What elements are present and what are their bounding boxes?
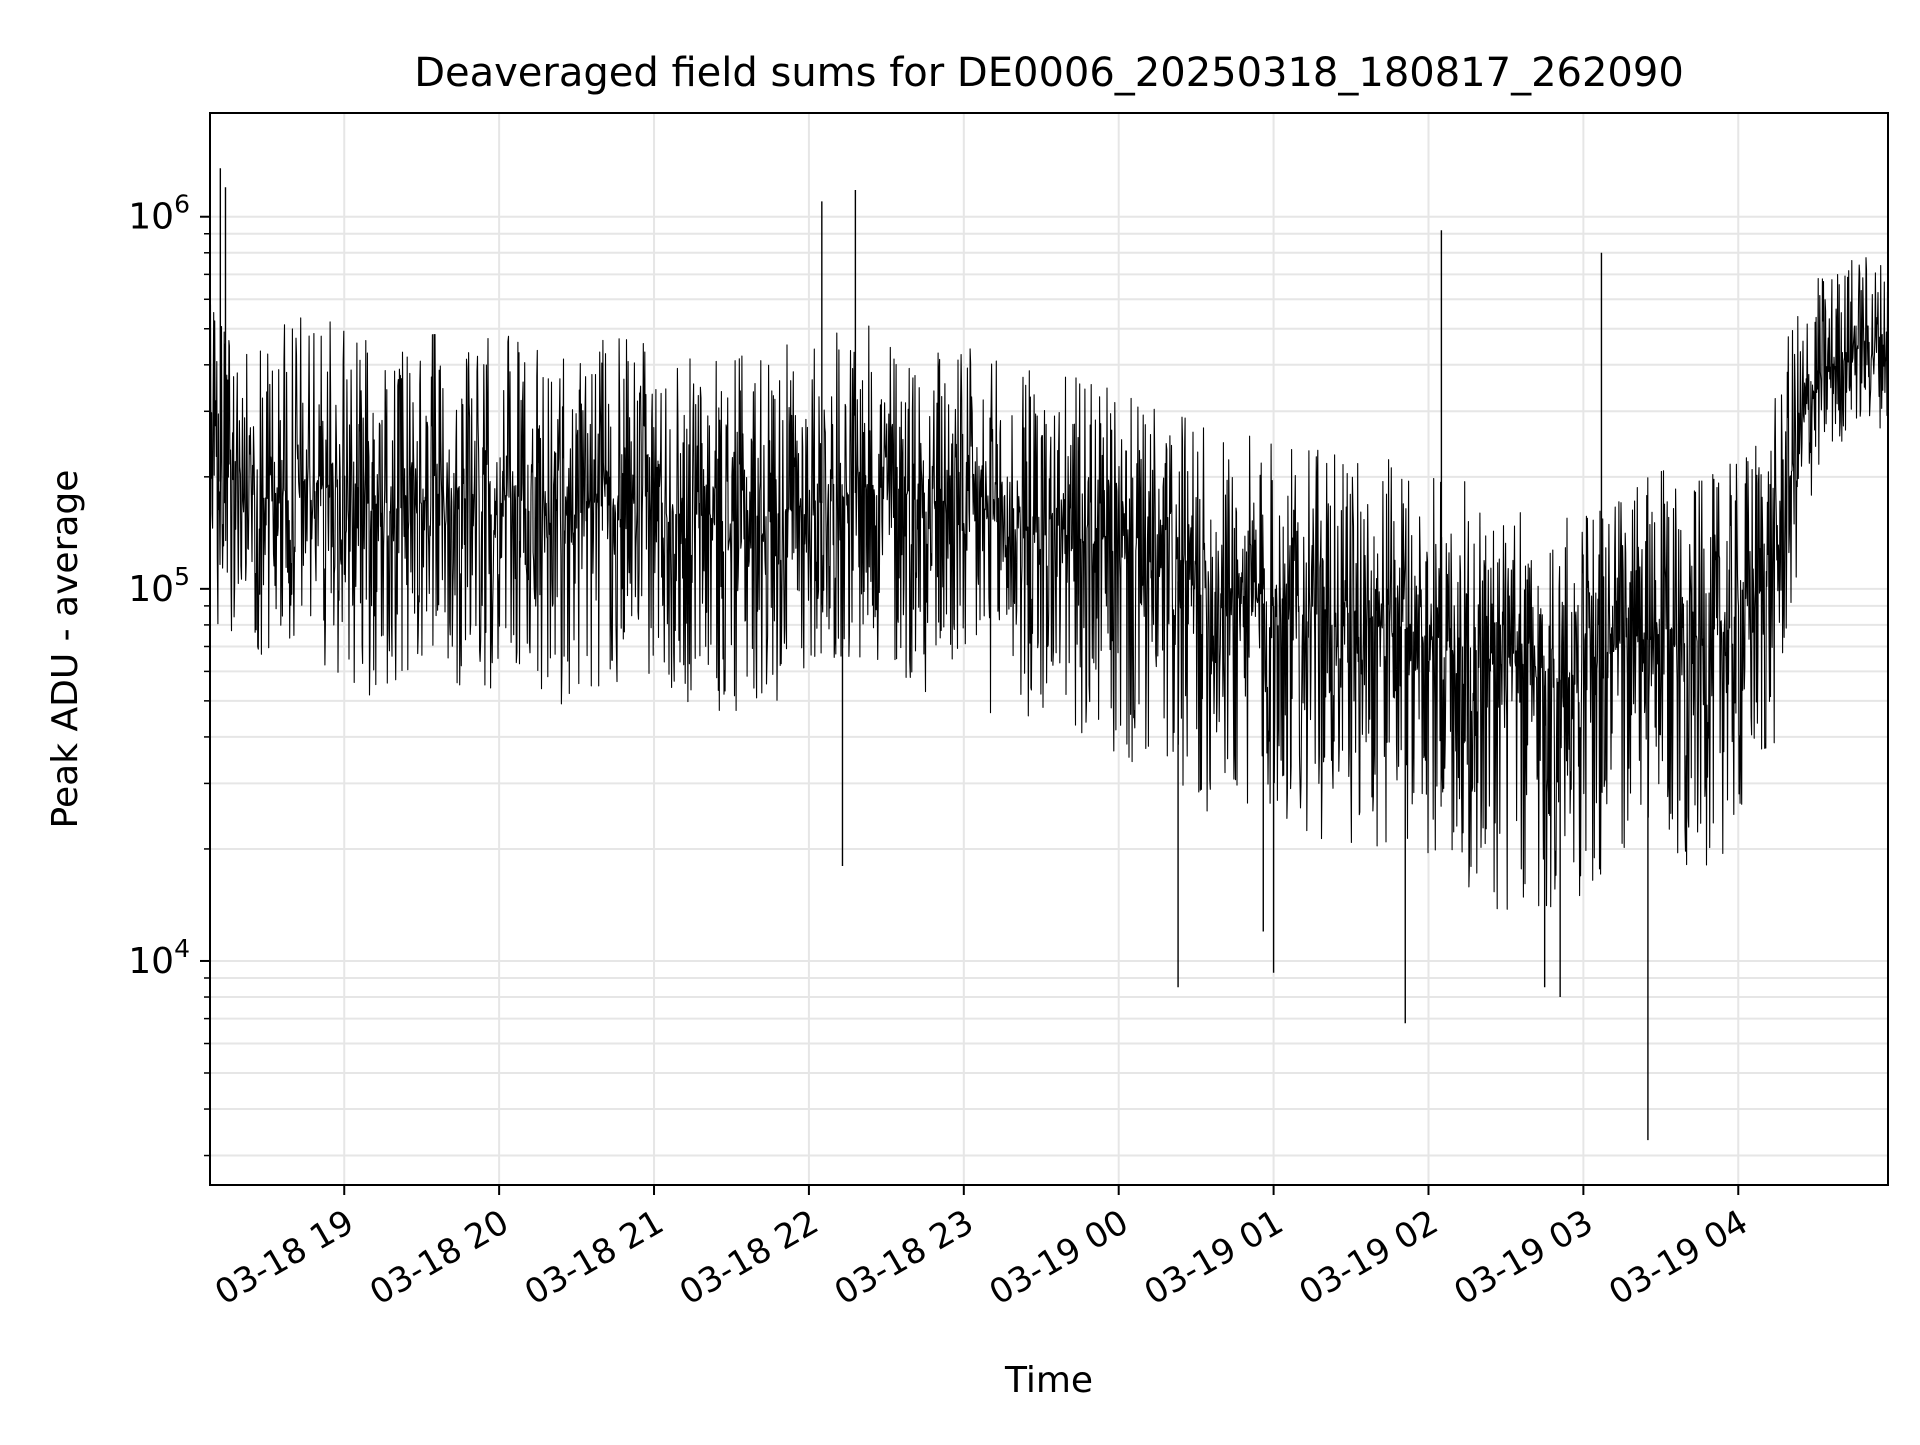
y-axis-label: Peak ADU - average (45, 470, 86, 829)
series-line (209, 257, 1889, 910)
chart-title: Deaveraged field sums for DE0006_2025031… (414, 50, 1684, 96)
plot-area-frame (209, 112, 1889, 1186)
y-tick-label: 105 (128, 562, 190, 610)
x-axis-label: Time (1004, 1360, 1093, 1401)
y-tick-label: 106 (128, 190, 190, 238)
y-axis: 104 105 106 (128, 190, 210, 1157)
y-tick-label: 104 (128, 934, 190, 982)
grid (210, 113, 1888, 1185)
series-layer (209, 168, 1889, 1141)
